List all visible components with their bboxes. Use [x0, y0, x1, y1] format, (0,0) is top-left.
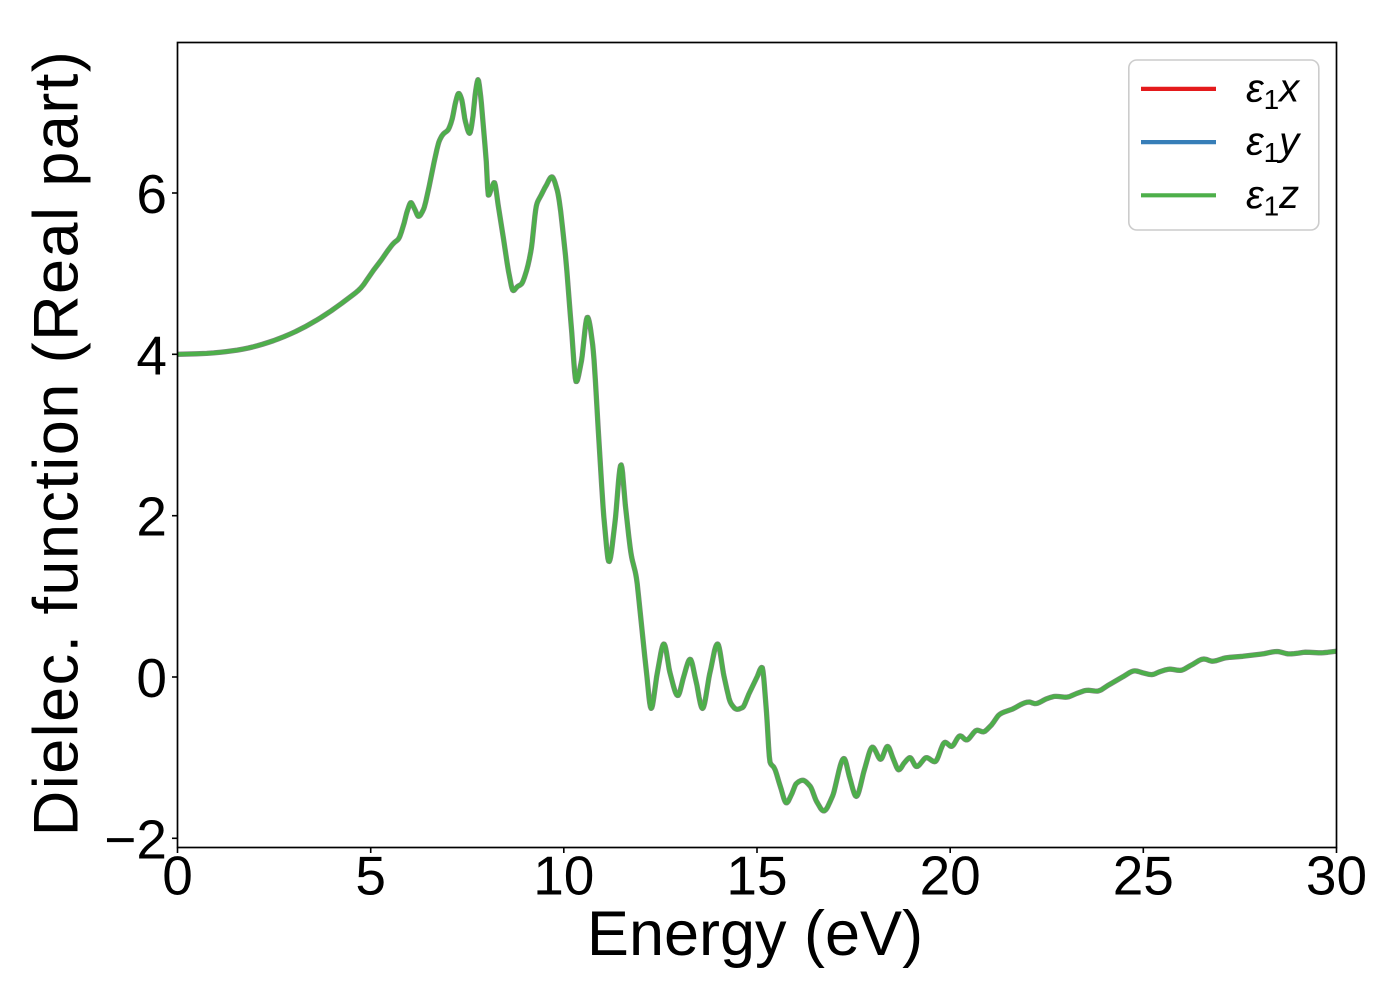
svg-text:2: 2 — [136, 486, 167, 548]
svg-text:30: 30 — [1306, 845, 1367, 907]
svg-text:25: 25 — [1113, 845, 1174, 907]
svg-text:10: 10 — [533, 845, 594, 907]
svg-text:0: 0 — [162, 845, 193, 907]
svg-text:20: 20 — [920, 845, 981, 907]
svg-text:Energy (eV): Energy (eV) — [587, 899, 923, 969]
svg-text:Dielec. function (Real part): Dielec. function (Real part) — [22, 50, 92, 836]
svg-text:6: 6 — [136, 163, 167, 225]
svg-text:ε1z: ε1z — [1246, 173, 1299, 222]
svg-text:4: 4 — [136, 324, 167, 386]
svg-text:15: 15 — [726, 845, 787, 907]
svg-text:0: 0 — [136, 647, 167, 709]
svg-text:5: 5 — [355, 845, 386, 907]
svg-text:−2: −2 — [104, 808, 167, 870]
